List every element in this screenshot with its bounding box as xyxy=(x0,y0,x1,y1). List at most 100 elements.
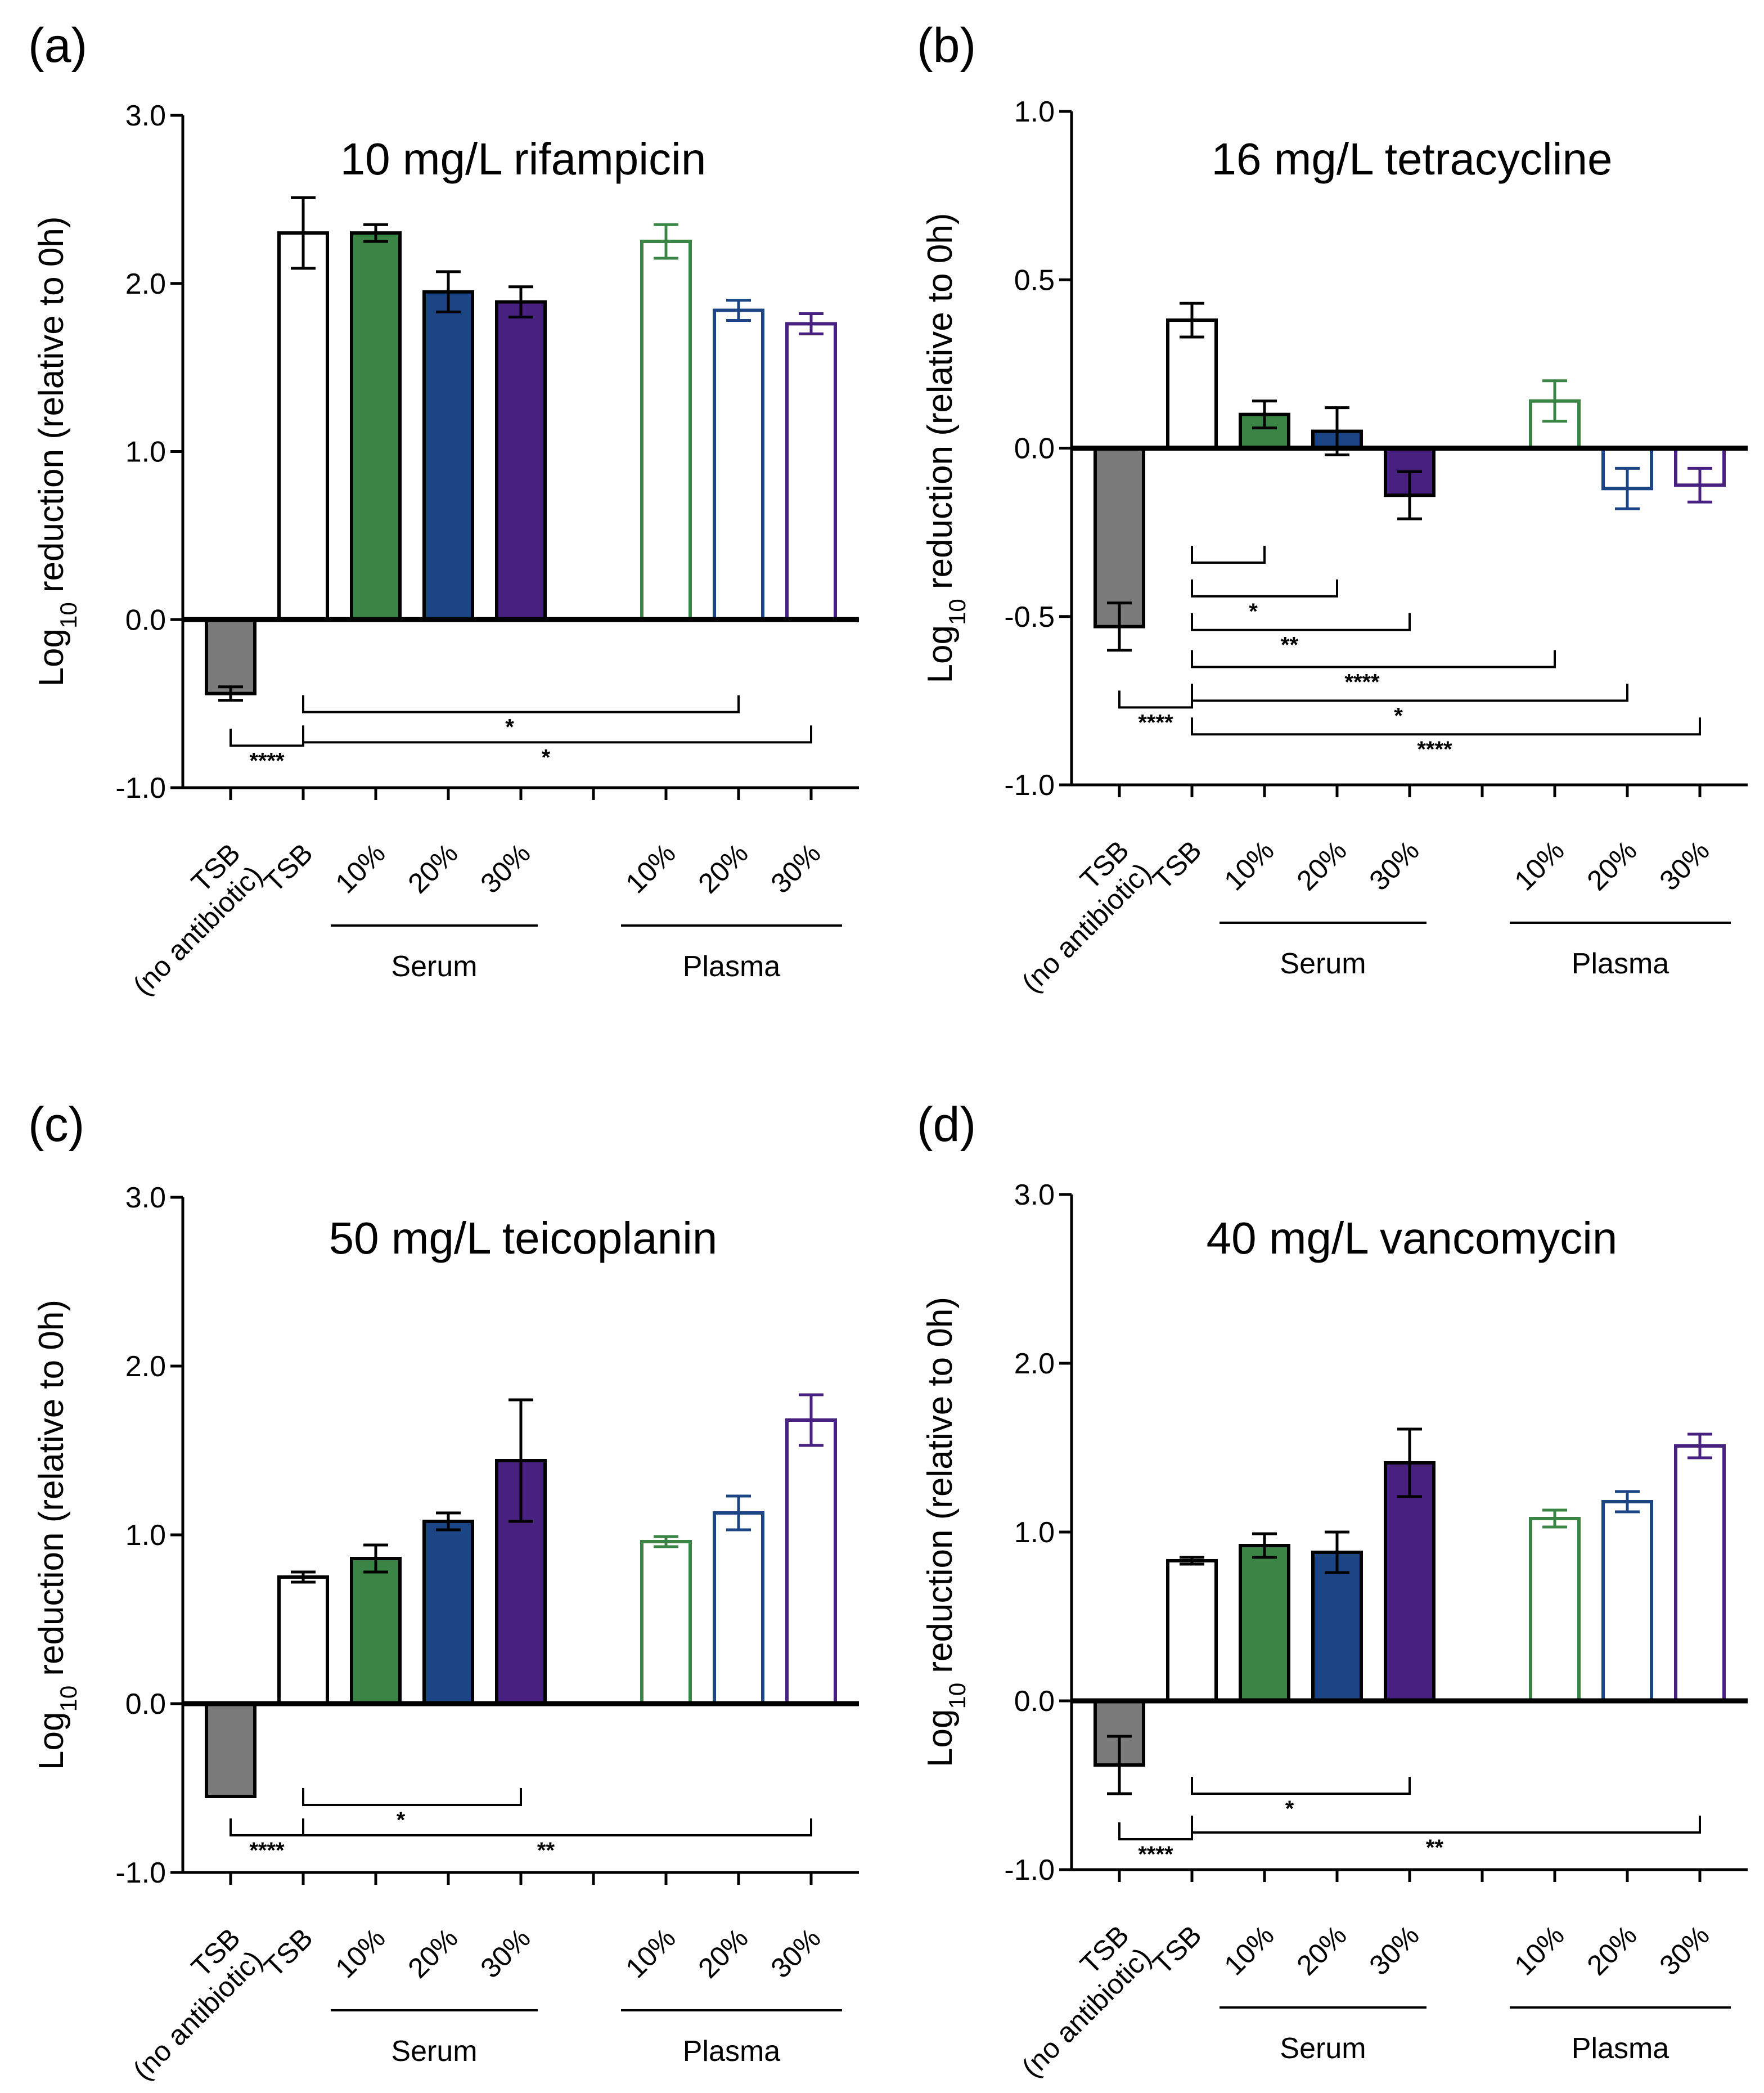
panel-label: (c) xyxy=(28,1098,84,1152)
x-tick-label: 20% xyxy=(692,837,754,899)
x-tick-label: 20% xyxy=(1581,1919,1642,1981)
panel-c: (c) 50 mg/L teicoplanin Log10 reduction (r… xyxy=(28,1098,859,2086)
plasma-group-label: Plasma xyxy=(683,950,780,983)
bar-5 xyxy=(640,240,692,622)
panel-label: (a) xyxy=(28,19,87,73)
significance-bracket xyxy=(1191,650,1556,668)
x-tick-label: TSB xyxy=(258,837,318,898)
x-tick-label: 20% xyxy=(692,1922,754,1984)
bar-1 xyxy=(277,1575,329,1705)
bar-0 xyxy=(1094,446,1145,628)
x-tick-label: 30% xyxy=(1653,1919,1715,1981)
significance-bracket xyxy=(1191,684,1628,702)
serum-group-label: Serum xyxy=(391,2035,477,2068)
panel-a: (a) 10 mg/L rifampicin Log10 reduction (re… xyxy=(28,19,859,1001)
x-tick-label: 20% xyxy=(402,837,464,899)
significance-label: ** xyxy=(1281,633,1299,658)
y-tick-label: -0.5 xyxy=(1004,601,1055,634)
chart-title: 40 mg/L vancomycin xyxy=(1207,1213,1618,1263)
bar-1 xyxy=(1166,318,1218,450)
x-tick-label: TSB xyxy=(1146,1919,1207,1980)
x-tick-label: 10% xyxy=(619,837,681,899)
y-tick-label: -1.0 xyxy=(115,1857,166,1889)
significance-bracket xyxy=(1118,690,1193,709)
bar-5 xyxy=(1529,1517,1581,1703)
plasma-group-label: Plasma xyxy=(1572,947,1669,980)
x-tick-label: 10% xyxy=(1508,834,1570,896)
significance-label: **** xyxy=(249,1838,285,1863)
significance-bracket xyxy=(1191,545,1266,564)
x-tick-label: 10% xyxy=(1218,834,1280,896)
x-tick-label: 30% xyxy=(764,1922,826,1984)
y-axis-label-sub: 10 xyxy=(944,1683,970,1709)
significance-label: **** xyxy=(1344,670,1380,695)
bar-0 xyxy=(205,1702,256,1798)
x-tick-label: TSB xyxy=(1146,834,1207,895)
chart-title: 50 mg/L teicoplanin xyxy=(329,1213,718,1263)
y-axis-label-sub: 10 xyxy=(55,602,82,628)
bar-2 xyxy=(350,231,402,622)
y-axis-label-log: Log xyxy=(32,1712,71,1770)
x-tick-label: 20% xyxy=(1290,834,1352,896)
x-tick-label: 10% xyxy=(329,837,391,899)
y-axis-label: Log10 reduction (relative to 0h) xyxy=(32,1300,82,1770)
panel-d: (d) 40 mg/L vancomycin Log10 reduction (re… xyxy=(917,1098,1748,2083)
significance-bracket xyxy=(1191,1816,1701,1834)
bar-7 xyxy=(785,1418,837,1705)
significance-label: * xyxy=(505,715,514,740)
x-tick-label: 10% xyxy=(1508,1919,1570,1981)
y-tick-label: 0.5 xyxy=(1014,264,1055,297)
serum-group-label: Serum xyxy=(1280,947,1366,980)
y-tick-label: -1.0 xyxy=(1004,769,1055,802)
serum-group-label: Serum xyxy=(1280,2032,1366,2065)
significance-label: **** xyxy=(249,748,285,773)
y-axis-label-rest: reduction (relative to 0h) xyxy=(921,213,960,599)
panel-label: (b) xyxy=(917,19,976,73)
panel-b: (b) 16 mg/L tetracycline Log10 reduction (… xyxy=(917,19,1748,999)
plasma-group-label: Plasma xyxy=(1572,2032,1669,2065)
y-tick-label: 1.0 xyxy=(1014,96,1055,128)
significance-bracket xyxy=(302,725,812,744)
y-axis-label-sub: 10 xyxy=(55,1686,82,1712)
y-tick-label: 0.0 xyxy=(125,1688,166,1721)
bar-6 xyxy=(1601,1500,1653,1703)
bar-1 xyxy=(1166,1559,1218,1703)
y-axis-label-log: Log xyxy=(921,625,960,683)
significance-bracket xyxy=(1118,1822,1193,1840)
x-tick-label: 20% xyxy=(1290,1919,1352,1981)
bar-0 xyxy=(205,618,256,695)
y-axis-label-sub: 10 xyxy=(944,599,970,625)
bar-1 xyxy=(277,231,329,622)
x-tick-label: 30% xyxy=(474,1922,536,1984)
x-tick-label: 20% xyxy=(402,1922,464,1984)
plasma-group-label: Plasma xyxy=(683,2035,780,2068)
y-tick-label: 3.0 xyxy=(125,100,166,132)
chart-title: 10 mg/L rifampicin xyxy=(340,134,706,184)
y-tick-label: 3.0 xyxy=(125,1182,166,1214)
y-axis-label-rest: reduction (relative to 0h) xyxy=(32,1300,71,1686)
serum-group-label: Serum xyxy=(391,950,477,983)
y-tick-label: 0.0 xyxy=(1014,433,1055,465)
y-tick-label: 0.0 xyxy=(1014,1685,1055,1718)
y-axis-label-rest: reduction (relative to 0h) xyxy=(32,217,71,603)
y-tick-label: 2.0 xyxy=(125,1350,166,1383)
significance-bracket xyxy=(1191,579,1338,598)
significance-bracket xyxy=(302,1788,522,1806)
y-tick-label: 0.0 xyxy=(125,604,166,636)
significance-bracket xyxy=(302,1818,812,1836)
y-axis-label-log: Log xyxy=(921,1709,960,1767)
bar-3 xyxy=(422,290,474,622)
y-tick-label: 1.0 xyxy=(125,436,166,469)
significance-label: * xyxy=(397,1808,406,1833)
y-tick-label: 2.0 xyxy=(125,268,166,300)
significance-label: **** xyxy=(1138,1842,1173,1867)
x-tick-label: 10% xyxy=(329,1922,391,1984)
x-tick-label: 30% xyxy=(474,837,536,899)
bar-4 xyxy=(1384,1461,1436,1703)
y-tick-label: 1.0 xyxy=(1014,1516,1055,1549)
panel-label: (d) xyxy=(917,1098,976,1152)
y-tick-label: 3.0 xyxy=(1014,1179,1055,1211)
x-tick-label: 20% xyxy=(1581,834,1642,896)
significance-label: * xyxy=(1249,599,1258,624)
